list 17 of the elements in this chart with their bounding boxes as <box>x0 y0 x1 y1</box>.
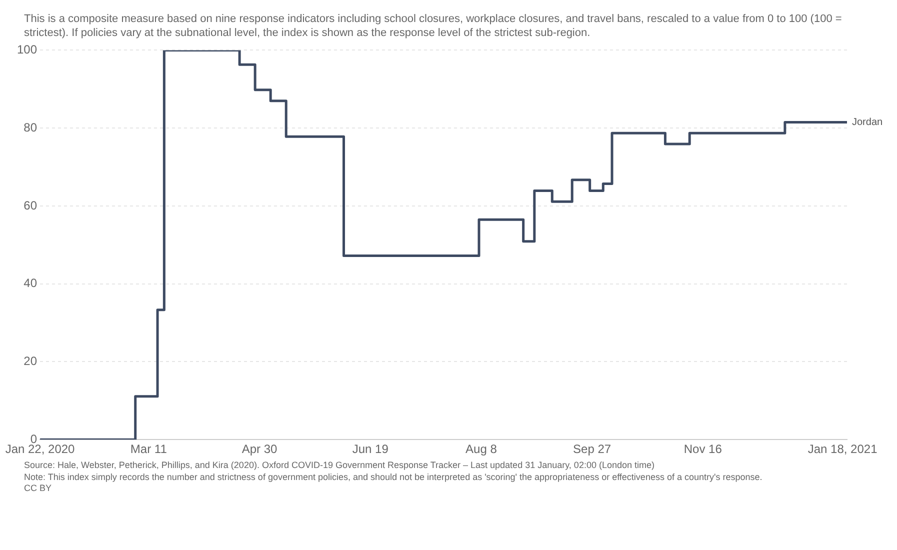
text: Note: This index simply records the number and strictness of government policies, and should not be interpreted as 'scoring' the appropriateness or effectiveness of a country's response. <box>24 472 764 483</box>
chart-subtitle: This is a composite measure based on nine response indicators including school closures, workplace closures, and travel bans, rescaled to a value from 0 to 100 (100 = strictest). If policies vary at the subnational level, the index is shown as the response level of the strictest sub-region. <box>24 12 843 40</box>
y-tick-label: 20 <box>24 354 38 368</box>
source-note: Source: Hale, Webster, Petherick, Phillips, and Kira (2020). Oxford COVID-19 Government Response Tracker – Last updated 31 January, 02:00 (London time) <box>24 460 656 472</box>
y-tick-label: 100 <box>16 42 38 57</box>
x-tick-label: Jun 19 <box>352 442 389 456</box>
x-tick-label: Apr 30 <box>242 442 278 456</box>
x-tick-label: Jan 18, 2021 <box>808 442 878 456</box>
series-label: Jordan <box>852 116 883 128</box>
x-tick-label: Aug 8 <box>466 442 498 456</box>
x-tick-label: Sep 27 <box>573 442 612 456</box>
y-tick-label: 60 <box>24 198 38 212</box>
text: CC BY <box>24 483 53 494</box>
y-tick-label: 80 <box>24 120 38 134</box>
x-tick-label: Mar 11 <box>130 442 168 456</box>
x-tick-label: Nov 16 <box>684 442 722 456</box>
y-tick-label: 40 <box>24 276 38 290</box>
